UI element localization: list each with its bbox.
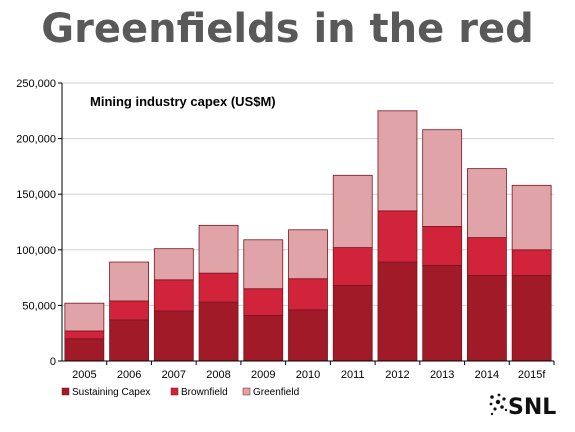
bar-segment — [109, 300, 149, 321]
x-tick-label: 2010 — [296, 369, 320, 381]
bar-segment — [243, 239, 284, 290]
bars — [64, 110, 552, 362]
bar-segment — [109, 261, 149, 302]
bar-segment — [64, 330, 105, 340]
bar-segment — [422, 264, 463, 362]
x-tick-label: 2007 — [162, 369, 186, 381]
bar-segment — [64, 302, 105, 332]
bar-segment — [198, 301, 239, 362]
bar-segment — [467, 168, 507, 238]
legend-swatch — [242, 387, 251, 396]
bar-segment — [153, 248, 194, 281]
bar-segment — [377, 110, 418, 212]
legend: Sustaining Capex Brownfield Greenfield — [61, 387, 299, 398]
x-tick-label: 2015f — [518, 369, 546, 381]
bar-segment — [422, 226, 463, 266]
y-tick-label: 250,000 — [16, 78, 56, 90]
x-tick-label: 2013 — [430, 369, 454, 381]
bar-segment — [64, 338, 105, 362]
bar-segment — [332, 174, 373, 248]
legend-label: Brownfield — [181, 387, 228, 398]
bar-segment — [511, 274, 552, 362]
bar-segment — [109, 319, 149, 362]
legend-swatch — [170, 387, 179, 396]
y-tick-label: 100,000 — [16, 245, 56, 257]
bar-segment — [153, 310, 194, 362]
snl-dots-icon — [489, 393, 508, 416]
y-tick-label: 200,000 — [16, 134, 56, 146]
bar-segment — [332, 284, 373, 362]
y-tick-label: 50,000 — [22, 300, 56, 312]
bar-segment — [467, 237, 507, 276]
logo-text: SNL — [508, 395, 557, 420]
x-tick-label: 2005 — [72, 369, 96, 381]
legend-swatch — [61, 387, 70, 396]
bar-segment — [198, 224, 239, 274]
x-tick-label: 2012 — [385, 369, 409, 381]
bar-segment — [288, 229, 328, 280]
snl-logo — [488, 393, 568, 423]
bar-segment — [467, 274, 507, 362]
x-tick-label: 2009 — [251, 369, 275, 381]
bar-segment — [377, 210, 418, 263]
legend-label: Sustaining Capex — [72, 387, 150, 398]
bar-segment — [511, 184, 552, 251]
y-tick-label: 0 — [50, 356, 56, 368]
axes: 0 50,000 100,000 150,000 200,000 250,000 2005 2… — [16, 78, 555, 381]
chart-title: Mining industry capex (US$M) — [90, 94, 276, 109]
bar-segment — [511, 249, 552, 276]
bar-segment — [377, 261, 418, 362]
x-tick-label: 2014 — [475, 369, 499, 381]
bar-segment — [153, 279, 194, 312]
page-title: Greenfields in the red — [41, 6, 534, 52]
bar-segment — [332, 247, 373, 286]
x-tick-label: 2011 — [341, 369, 365, 381]
y-tick-label: 150,000 — [16, 189, 56, 201]
legend-label: Greenfield — [253, 387, 299, 398]
bar-segment — [243, 315, 284, 362]
x-tick-label: 2006 — [117, 369, 141, 381]
bar-segment — [198, 272, 239, 303]
bar-segment — [243, 288, 284, 316]
bar-segment — [422, 129, 463, 227]
bar-segment — [288, 309, 328, 362]
bar-segment — [288, 278, 328, 311]
x-tick-label: 2008 — [206, 369, 230, 381]
